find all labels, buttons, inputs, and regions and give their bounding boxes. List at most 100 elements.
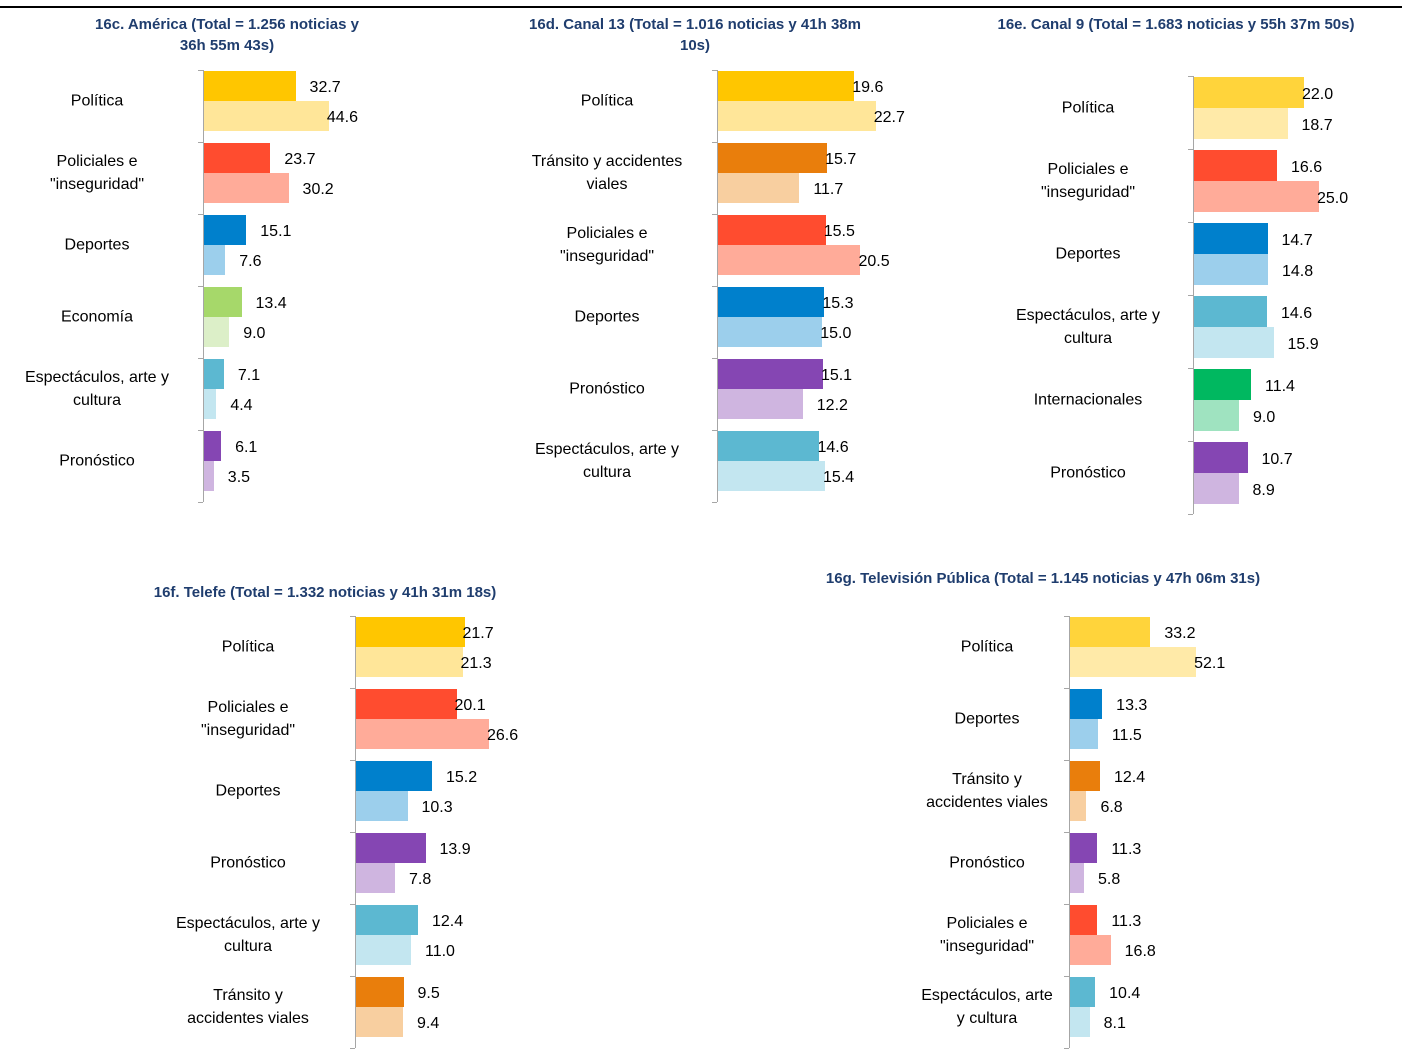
category-label-line: "inseguridad" bbox=[200, 722, 296, 739]
data-label: 14.6 bbox=[817, 439, 849, 456]
axis-tick bbox=[712, 430, 717, 431]
bar-series-1 bbox=[356, 689, 457, 719]
data-label: 5.8 bbox=[1098, 871, 1121, 888]
data-label: 7.1 bbox=[237, 367, 261, 384]
category-label-line: Espectáculos, arte y bbox=[534, 441, 680, 458]
axis-tick bbox=[350, 904, 355, 905]
bar-series-1 bbox=[204, 71, 296, 101]
data-label: 4.4 bbox=[230, 397, 253, 414]
top-border-line bbox=[0, 6, 1402, 8]
bar-series-2 bbox=[1194, 254, 1268, 285]
bar-series-2 bbox=[204, 173, 289, 203]
bar-series-1 bbox=[1194, 150, 1277, 181]
category-label-line: viales bbox=[586, 176, 628, 193]
data-label: 10.3 bbox=[421, 799, 453, 816]
bar-series-2 bbox=[718, 173, 800, 203]
category-label-line: Policiales e bbox=[946, 915, 1028, 932]
category-label-line: Policiales e bbox=[1047, 161, 1129, 178]
data-label: 11.7 bbox=[813, 181, 844, 198]
bar-series-2 bbox=[356, 647, 463, 677]
axis-tick bbox=[350, 760, 355, 761]
axis-tick bbox=[350, 832, 355, 833]
data-label: 12.4 bbox=[1114, 769, 1146, 786]
axis-tick bbox=[1188, 368, 1193, 369]
category-label-line: Espectáculos, arte y bbox=[175, 915, 321, 932]
category-label-line: Pronóstico bbox=[210, 854, 286, 872]
category-label: Pronóstico bbox=[497, 378, 717, 401]
data-label: 3.5 bbox=[227, 469, 251, 486]
bar-series-2 bbox=[204, 317, 230, 347]
bar-series-2 bbox=[718, 101, 876, 131]
category-label: Pronóstico bbox=[138, 852, 358, 875]
category-label: Tránsito y accidentes viales bbox=[877, 768, 1097, 814]
bar-series-1 bbox=[1194, 223, 1268, 254]
data-label: 44.6 bbox=[326, 109, 359, 126]
category-label-line: Deportes bbox=[954, 710, 1020, 728]
category-label: Internacionales bbox=[978, 389, 1198, 412]
category-label: Deportes bbox=[978, 243, 1198, 266]
data-label: 11.0 bbox=[425, 943, 455, 960]
data-label: 11.3 bbox=[1111, 913, 1142, 930]
data-label: 9.4 bbox=[417, 1015, 440, 1032]
category-label-line: Tránsito y bbox=[213, 987, 283, 1004]
axis-tick bbox=[198, 430, 203, 431]
data-label: 15.5 bbox=[823, 223, 855, 240]
data-label: 25.0 bbox=[1317, 189, 1349, 207]
bar-series-1 bbox=[204, 215, 247, 245]
category-label: Deportes bbox=[138, 780, 358, 803]
chart-title-line: 10s) bbox=[679, 37, 711, 54]
data-label: 8.1 bbox=[1103, 1015, 1126, 1032]
bar-series-2 bbox=[356, 935, 411, 965]
bar-series-2 bbox=[204, 389, 217, 419]
data-label: 21.3 bbox=[460, 655, 492, 672]
category-label: Deportes bbox=[877, 708, 1097, 731]
data-label: 6.8 bbox=[1100, 799, 1123, 816]
data-label: 6.1 bbox=[235, 439, 258, 456]
data-label: 13.3 bbox=[1116, 697, 1148, 714]
axis-tick bbox=[712, 358, 717, 359]
category-label: Tránsito y accidentes viales bbox=[497, 150, 717, 196]
category-label: Espectáculos, arte y cultura bbox=[0, 366, 207, 412]
data-label: 15.4 bbox=[823, 469, 855, 486]
bar-series-2 bbox=[1070, 791, 1087, 821]
category-label: Política bbox=[497, 90, 717, 113]
category-label-line: Espectáculos, arte y bbox=[24, 369, 170, 386]
axis-tick bbox=[198, 358, 203, 359]
axis-tick bbox=[198, 214, 203, 215]
axis-tick bbox=[1188, 222, 1193, 223]
category-label-line: cultura bbox=[1063, 330, 1113, 347]
data-label: 33.2 bbox=[1164, 625, 1196, 642]
category-label: Política bbox=[877, 636, 1097, 659]
category-label: Policiales e "inseguridad" bbox=[978, 158, 1198, 204]
category-label-line: Pronóstico bbox=[59, 452, 135, 470]
data-label: 15.3 bbox=[822, 295, 854, 312]
category-label-line: Policiales e bbox=[566, 225, 648, 242]
axis-tick bbox=[1188, 514, 1193, 515]
bar-series-2 bbox=[204, 101, 329, 131]
category-label-line: Política bbox=[221, 638, 275, 656]
bar-series-1 bbox=[356, 617, 465, 647]
category-axis bbox=[203, 70, 204, 502]
category-label-line: "inseguridad" bbox=[1040, 184, 1136, 201]
data-label: 13.4 bbox=[255, 295, 287, 312]
bar-series-2 bbox=[204, 245, 226, 275]
bar-series-1 bbox=[1070, 617, 1151, 647]
axis-tick bbox=[198, 502, 203, 503]
bar-series-2 bbox=[356, 1007, 403, 1037]
category-label-line: Política bbox=[960, 638, 1014, 656]
category-label-line: cultura bbox=[223, 938, 273, 955]
bar-series-2 bbox=[356, 863, 395, 893]
data-label: 12.4 bbox=[432, 913, 464, 930]
bar-series-2 bbox=[1194, 473, 1239, 504]
category-label-line: Pronóstico bbox=[1050, 464, 1126, 482]
bar-series-2 bbox=[718, 461, 826, 491]
data-label: 7.8 bbox=[409, 871, 432, 888]
category-label-line: Economía bbox=[60, 308, 134, 326]
bar-series-1 bbox=[356, 905, 418, 935]
bar-series-1 bbox=[204, 431, 222, 461]
category-axis bbox=[355, 616, 356, 1048]
axis-tick bbox=[1064, 832, 1069, 833]
bar-series-2 bbox=[1070, 1007, 1090, 1037]
axis-tick bbox=[1188, 295, 1193, 296]
bar-series-1 bbox=[1194, 296, 1267, 327]
